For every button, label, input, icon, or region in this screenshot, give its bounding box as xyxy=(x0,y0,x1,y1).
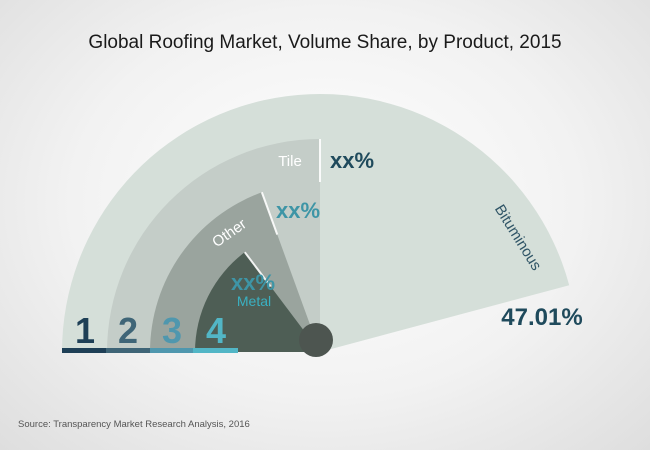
ring-edge-3 xyxy=(243,251,272,288)
rank-bar-2 xyxy=(106,348,150,353)
chart-title: Global Roofing Market, Volume Share, by … xyxy=(88,32,562,53)
rank-number-2: 2 xyxy=(118,310,138,351)
segment-value-tile: xx% xyxy=(330,148,374,173)
ring-metal xyxy=(195,252,320,352)
segment-value-bituminous: 47.01% xyxy=(501,304,582,331)
rank-bar-4 xyxy=(193,348,238,353)
source-note: Source: Transparency Market Research Ana… xyxy=(18,419,250,430)
segment-value-metal: xx% xyxy=(231,270,275,295)
segment-label-metal: Metal xyxy=(237,293,271,309)
rank-bar-3 xyxy=(150,348,193,353)
rank-number-4: 4 xyxy=(206,310,226,351)
segment-label-tile: Tile xyxy=(278,153,302,170)
segment-value-other: xx% xyxy=(276,198,320,223)
rank-number-3: 3 xyxy=(162,310,182,351)
rank-number-1: 1 xyxy=(75,310,95,351)
rank-bar-1 xyxy=(62,348,106,353)
gauge-hub xyxy=(299,323,333,357)
ring-edge-2 xyxy=(260,191,279,235)
